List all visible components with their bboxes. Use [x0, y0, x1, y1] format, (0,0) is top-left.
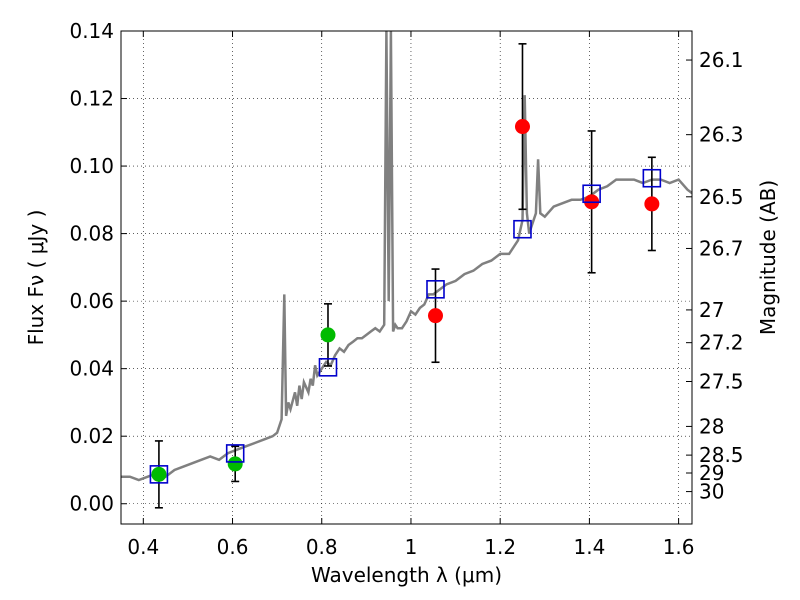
x-tick-label: 0.6	[217, 535, 249, 559]
x-tick-label: 1.2	[484, 535, 516, 559]
y-tick-label: 0.00	[69, 492, 114, 516]
data-point-square	[513, 219, 532, 239]
x-axis-label: Wavelength λ (μm)	[311, 563, 502, 587]
axis-ticks-layer: 0.4 0.6 0.8 1 1.2 1.4 1.6 0.00 0.02 0.04 0.06 0.08 0…	[69, 19, 743, 559]
x-tick-label: 1.4	[573, 535, 605, 559]
data-point-square	[642, 168, 662, 188]
data-point-circle	[320, 327, 336, 343]
data-point-square	[426, 280, 445, 299]
data-point-square	[582, 184, 601, 204]
right-tick-label: 28.5	[699, 443, 744, 467]
y-tick-label: 0.12	[69, 87, 114, 111]
y-tick-label: 0.08	[69, 222, 114, 246]
data-point-square	[225, 444, 245, 463]
right-tick-label: 26.7	[699, 236, 744, 260]
y-tick-label: 0.14	[69, 19, 114, 43]
right-tick-label: 27	[699, 298, 724, 322]
model-spectrum-layer	[121, 31, 692, 482]
y-tick-label: 0.04	[69, 357, 114, 381]
data-point-circle	[227, 456, 243, 472]
grid-lines	[121, 30, 692, 524]
data-point-circle	[151, 466, 167, 482]
right-tick-label: 30	[699, 480, 724, 504]
y-tick-label: 0.06	[69, 289, 114, 313]
x-tick-label: 0.8	[306, 535, 338, 559]
x-tick-label: 1.6	[663, 535, 695, 559]
data-point-square	[318, 358, 338, 377]
x-tick-label: 1	[405, 535, 418, 559]
data-point-circle	[427, 308, 443, 324]
right-tick-label: 27.2	[699, 331, 744, 355]
right-tick-label: 26.5	[699, 185, 744, 209]
y-tick-label: 0.10	[69, 154, 114, 178]
right-tick-label: 26.3	[699, 123, 744, 147]
y-axis-label: Flux Fν ( μJy )	[24, 210, 48, 346]
right-tick-label: 26.1	[699, 48, 744, 72]
error-bars-layer	[154, 43, 656, 509]
x-tick-label: 0.4	[127, 535, 159, 559]
right-tick-label: 29	[699, 461, 724, 485]
right-y-axis-label: Magnitude (AB)	[756, 180, 780, 335]
plot-frame	[120, 30, 693, 525]
markers-layer	[149, 119, 662, 484]
right-tick-label: 28	[699, 414, 724, 438]
data-point-square	[149, 465, 169, 484]
model-spectrum-line	[121, 31, 692, 482]
right-tick-label: 27.5	[699, 370, 744, 394]
y-tick-label: 0.02	[69, 424, 114, 448]
data-point-circle	[644, 196, 660, 212]
data-point-circle	[514, 119, 530, 135]
